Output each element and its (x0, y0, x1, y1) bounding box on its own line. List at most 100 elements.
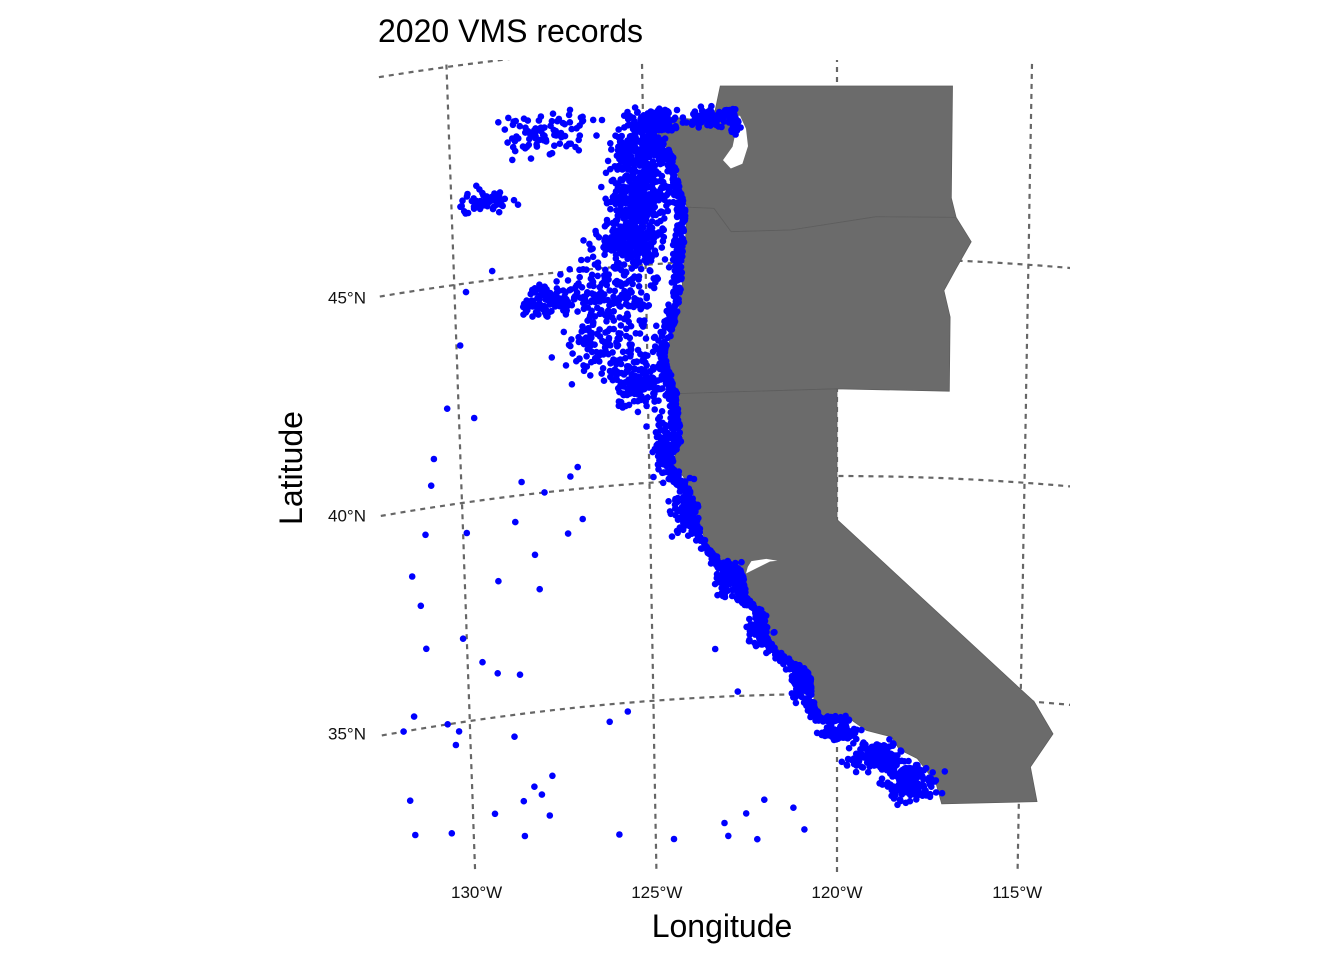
vms-point (671, 114, 679, 121)
vms-point (647, 368, 654, 376)
vms-point (614, 335, 621, 342)
vms-point (521, 832, 529, 840)
vms-point (624, 348, 632, 356)
vms-point (623, 390, 630, 398)
vms-point (663, 202, 670, 209)
vms-point (673, 276, 681, 284)
vms-point (694, 112, 702, 120)
vms-point (479, 658, 486, 666)
vms-point (521, 145, 529, 152)
vms-point (584, 256, 591, 263)
vms-point (495, 577, 502, 585)
vms-point (656, 457, 663, 464)
vms-point (613, 376, 621, 384)
vms-point (524, 306, 531, 314)
vms-point (536, 300, 544, 308)
vms-point (637, 350, 644, 358)
vms-point (632, 190, 639, 198)
vms-point (614, 212, 622, 219)
vms-point (655, 421, 662, 429)
vms-point (628, 239, 636, 246)
vms-point (618, 250, 626, 258)
vms-point (916, 781, 924, 789)
vms-point (444, 721, 452, 728)
vms-point (639, 202, 646, 210)
vms-point (653, 232, 661, 239)
vms-point (665, 383, 673, 390)
vms-point (643, 294, 650, 302)
vms-point (564, 277, 572, 284)
vms-point (515, 135, 522, 142)
vms-point (647, 257, 655, 265)
vms-point (595, 234, 603, 241)
vms-point (509, 143, 517, 151)
vms-point (456, 342, 464, 349)
vms-point (668, 533, 676, 540)
vms-point (618, 144, 626, 151)
vms-point (884, 758, 892, 766)
vms-point (691, 514, 699, 522)
vms-point (859, 764, 867, 771)
vms-point (455, 728, 463, 735)
vms-point (929, 769, 936, 776)
vms-point (938, 789, 946, 797)
vms-point (659, 237, 667, 245)
vms-point (788, 672, 796, 680)
vms-point (758, 637, 766, 644)
vms-point (792, 699, 800, 707)
vms-point (625, 165, 632, 172)
vms-point (671, 318, 679, 325)
vms-point (423, 645, 430, 653)
vms-point (870, 747, 877, 755)
vms-point (538, 290, 546, 298)
vms-point (679, 253, 686, 260)
vms-point (922, 787, 929, 794)
vms-point (541, 135, 548, 142)
vms-point (477, 197, 484, 205)
vms-point (624, 708, 632, 715)
vms-point (529, 313, 536, 320)
vms-point (568, 381, 576, 388)
vms-point (707, 560, 715, 567)
vms-point (476, 186, 483, 193)
vms-point (673, 226, 680, 234)
vms-point (664, 167, 672, 174)
vms-point (733, 595, 741, 602)
vms-point (621, 124, 628, 131)
vms-point (546, 308, 554, 316)
vms-point (607, 342, 614, 349)
vms-point (738, 558, 745, 566)
vms-point (790, 804, 797, 811)
vms-point (711, 645, 719, 653)
vms-point (842, 722, 850, 729)
vms-point (606, 326, 613, 333)
vms-point (610, 196, 617, 203)
vms-point (615, 259, 623, 267)
vms-point (617, 240, 624, 247)
vms-point (599, 365, 607, 372)
vms-point (733, 576, 741, 583)
vms-point (853, 726, 861, 734)
vms-point (672, 505, 679, 512)
vms-point (649, 195, 656, 203)
vms-point (531, 551, 539, 559)
vms-point (623, 366, 631, 374)
vms-point (657, 208, 665, 215)
vms-point (661, 135, 669, 142)
vms-point (522, 129, 529, 136)
vms-point (828, 732, 835, 739)
vms-point (761, 796, 768, 803)
vms-point (638, 225, 645, 232)
vms-point (594, 330, 601, 338)
vms-point (628, 377, 636, 385)
vms-point (538, 791, 546, 798)
vms-point (584, 325, 592, 333)
vms-point (661, 447, 668, 454)
vms-point (535, 311, 542, 318)
vms-point (627, 276, 634, 284)
vms-point (659, 375, 667, 383)
vms-point (589, 321, 597, 329)
vms-point (588, 271, 596, 279)
vms-point (589, 245, 596, 252)
vms-point (625, 249, 633, 256)
